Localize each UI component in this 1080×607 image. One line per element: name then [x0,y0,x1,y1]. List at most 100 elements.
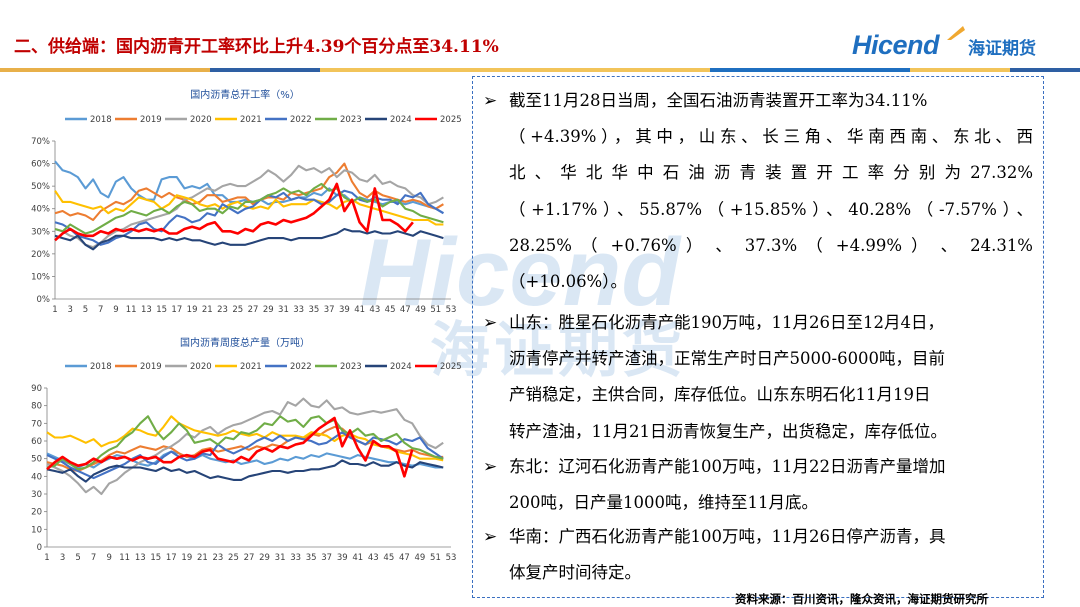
x-tick-label: 17 [166,553,177,563]
commentary-line: 北、华北华中石油沥青装置开工率分别为27.32% [509,163,1033,183]
y-tick-label: 70% [31,137,50,147]
y-tick-label: 80 [31,402,42,412]
x-tick-label: 47 [399,553,410,563]
chart-operating-rate: 国内沥青总开工率（%） 2018 2019 2020 2021 2022 2023 2024… [25,80,465,320]
series-line-2024 [46,459,444,483]
y-tick-label: 60% [31,160,50,170]
x-tick-label: 27 [248,305,259,315]
commentary-line: 产销稳定，主供合同，库存低位。山东东明石化11月19日 [509,385,931,405]
x-tick-label: 5 [75,553,80,563]
x-tick-label: 47 [400,305,411,315]
legend-label: 2020 [190,362,212,372]
x-tick-label: 13 [141,305,152,315]
series-line-2020 [46,397,444,496]
chart-legend: 2018 2019 2020 2021 2022 2023 2024 2025 [65,362,462,372]
bullet-marker: ➢ [483,457,498,477]
legend-label: 2018 [90,115,112,125]
x-tick-label: 7 [98,305,103,315]
legend-label: 2022 [290,115,312,125]
legend-label: 2020 [190,115,212,125]
x-tick-label: 9 [106,553,111,563]
y-tick-label: 10% [31,272,50,282]
x-tick-label: 19 [187,305,198,315]
x-tick-label: 11 [126,305,137,315]
x-tick-label: 43 [368,553,379,563]
y-axis: 0% 10% 20% 30% 40% 50% 60% 70% [31,137,56,305]
series-line-2022 [54,189,444,246]
slide-title: 二、供给端：国内沥青开工率环比上升4.39个百分点至34.11% [14,37,499,57]
commentary-line: 28.25% （ +0.76% ） 、 37.3% （ +4.99% ） 、 2… [509,235,1033,255]
legend-label: 2019 [140,362,162,372]
series-line-2019 [54,162,444,222]
chart-weekly-output: 国内沥青周度总产量（万吨） 2018 2019 2020 2021 2022 2023 20… [25,330,465,570]
commentary-panel: ➢ 截至11月28日当周，全国石油沥青装置开工率为34.11% （+4.39%），其… [472,76,1044,598]
y-tick-label: 30% [31,227,50,237]
commentary-line: 转产渣油，11月21日沥青恢复生产，出货稳定，库存低位。 [509,421,947,441]
y-tick-label: 20 [31,508,42,518]
x-tick-label: 33 [293,305,304,315]
x-tick-label: 23 [213,553,224,563]
y-tick-label: 50 [31,455,42,465]
y-tick-label: 40 [31,472,42,482]
x-tick-label: 1 [52,305,57,315]
y-tick-label: 40% [31,205,50,215]
y-tick-label: 70 [31,419,42,429]
source-note: 资料来源：百川资讯，隆众资讯，海证期货研究所 [735,592,988,606]
x-tick-label: 51 [430,305,441,315]
x-tick-label: 35 [306,553,317,563]
y-tick-label: 0 [37,543,42,553]
x-tick-label: 53 [446,553,457,563]
y-tick-label: 10 [31,525,42,535]
series-line-2025 [46,416,414,478]
x-tick-label: 7 [91,553,96,563]
x-axis: 1 3 5 7 9 11 13 15 17 19 21 23 25 27 29 31 33 35 37 39 41 43 4… [44,546,457,563]
legend-label: 2018 [90,362,112,372]
x-tick-label: 45 [383,553,394,563]
y-tick-label: 50% [31,182,50,192]
chart-legend: 2018 2019 2020 2021 2022 2023 2024 2025 [65,115,462,125]
x-axis: 1 3 5 7 9 11 13 15 17 19 21 23 25 27 29 31 33 35 37 39 41 43 4… [52,298,456,315]
legend-label: 2019 [140,115,162,125]
legend-label: 2024 [390,115,412,125]
bullet-marker: ➢ [483,527,498,547]
x-tick-label: 45 [385,305,396,315]
series-line-2021 [46,415,444,462]
x-tick-label: 37 [321,553,332,563]
x-tick-label: 31 [278,305,289,315]
logo-swoosh-icon [947,26,965,40]
series-line-2023 [46,415,444,471]
series-line-2023 [54,182,444,235]
x-tick-label: 19 [181,553,192,563]
commentary-line: 截至11月28日当周，全国石油沥青装置开工率为34.11% [509,91,928,110]
x-tick-label: 17 [171,305,182,315]
x-tick-label: 23 [217,305,228,315]
x-tick-label: 41 [352,553,363,563]
commentary-line: （+1.17%）、55.87%（+15.85%）、40.28%（-7.57%）、 [509,199,1033,219]
x-tick-label: 25 [228,553,239,563]
chart-title: 国内沥青周度总产量（万吨） [180,338,310,349]
x-tick-label: 37 [324,305,335,315]
commentary-line: （+4.39%），其中，山东、长三角、华南西南、东北、西 [509,127,1033,147]
x-tick-label: 27 [244,553,255,563]
commentary-line: 200吨，日产量1000吨，维持至11月底。 [509,493,818,513]
chart-operating-rate-svg: 2018 2019 2020 2021 2022 2023 2024 2025 0% 10% 20%… [31,115,462,315]
x-tick-label: 15 [150,553,161,563]
y-tick-label: 90 [31,384,42,394]
commentary-line: 山东：胜星石化沥青产能190万吨，11月26日至12月4日， [509,313,944,332]
legend-label: 2025 [440,362,462,372]
series-line-2025 [54,182,414,242]
commentary-line: 体复产时间待定。 [509,563,641,583]
x-tick-label: 11 [119,553,130,563]
x-tick-label: 21 [202,305,213,315]
legend-label: 2021 [240,115,262,125]
logo-cn-name: 海证期货 [968,39,1036,59]
legend-label: 2021 [240,362,262,372]
logo-wordmark: Hicend [852,30,940,60]
x-tick-label: 25 [232,305,243,315]
x-tick-label: 31 [275,553,286,563]
y-tick-label: 20% [31,250,50,260]
x-tick-label: 3 [60,553,65,563]
x-tick-label: 33 [290,553,301,563]
commentary-line: 沥青停产并转产渣油，正常生产时日产5000-6000吨，目前 [509,349,946,369]
x-tick-label: 49 [415,553,426,563]
